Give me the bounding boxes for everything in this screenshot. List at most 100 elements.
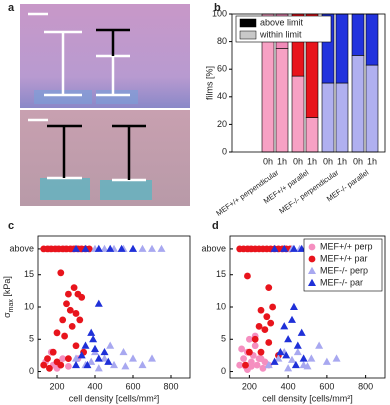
x-tick-label: 800 [163, 381, 178, 391]
point [119, 347, 128, 356]
point [65, 355, 72, 363]
point [57, 269, 65, 277]
point [91, 344, 99, 352]
point [245, 348, 253, 356]
point [81, 244, 90, 252]
bar-segment [365, 13, 379, 66]
point [255, 322, 263, 330]
point [81, 341, 90, 349]
legend-box [303, 238, 383, 292]
bar-segment [305, 117, 319, 153]
point [100, 347, 109, 356]
point [276, 347, 285, 356]
point [94, 299, 103, 307]
point [303, 362, 312, 370]
x-tick-label: 600 [319, 381, 334, 391]
point [72, 310, 80, 317]
x-tick-label: 1h [307, 156, 317, 166]
point [87, 328, 96, 336]
point [308, 243, 316, 251]
point [288, 355, 296, 363]
point [299, 354, 308, 362]
point [257, 306, 265, 314]
point [77, 351, 86, 359]
point [265, 339, 273, 346]
point [284, 335, 293, 343]
point [66, 306, 74, 314]
x-tick-label: 800 [358, 381, 373, 391]
y-tick-label: 0 [221, 366, 226, 376]
film [34, 90, 92, 104]
film [100, 180, 152, 200]
panel-label: d [212, 220, 219, 232]
point [49, 348, 57, 356]
point [148, 244, 156, 252]
point [59, 316, 67, 324]
point [293, 341, 302, 349]
film [40, 178, 90, 200]
point [280, 244, 289, 252]
y-axis-label: σmax [kPa] [2, 276, 15, 318]
y-tick-label: above [201, 243, 226, 253]
x-tick-label: 0h [323, 156, 333, 166]
point [72, 360, 80, 369]
point [236, 361, 244, 369]
point [121, 362, 130, 370]
point [247, 362, 255, 370]
x-tick-label: 0h [293, 156, 303, 166]
point [89, 335, 98, 343]
point [242, 361, 249, 369]
y-tick-label: 0 [222, 146, 227, 156]
point [61, 332, 68, 340]
y-tick-label: 15 [216, 269, 226, 279]
point [308, 278, 316, 286]
point [297, 328, 306, 336]
point [94, 244, 103, 252]
y-axis-label: films [%] [204, 66, 214, 100]
point [269, 303, 277, 311]
x-tick-label: 1h [277, 156, 287, 166]
bar-segment [365, 64, 379, 153]
point [59, 355, 67, 363]
panel-label: a [8, 2, 15, 14]
point [65, 290, 72, 298]
y-label-unit: [kPa] [2, 276, 12, 299]
bar-segment [351, 13, 365, 56]
y-tick-label: 80 [217, 36, 227, 46]
point [315, 341, 324, 349]
point [308, 255, 316, 263]
point [63, 300, 70, 308]
point [72, 342, 80, 350]
point [78, 293, 86, 301]
point [270, 357, 279, 365]
point [270, 244, 279, 252]
point [289, 244, 298, 252]
x-tick-label: 1h [367, 156, 377, 166]
legend-label: MEF-/- perp [320, 265, 368, 275]
point [308, 266, 316, 274]
point [72, 354, 80, 362]
bar-segment [351, 55, 365, 153]
point [106, 341, 115, 349]
point [94, 354, 103, 362]
point [291, 360, 300, 369]
point [138, 360, 147, 369]
y-tick-label: above [9, 243, 34, 253]
bar-segment [275, 48, 289, 153]
point [117, 244, 126, 252]
x-tick-label: 1h [337, 156, 347, 166]
y-tick-label: 60 [217, 64, 227, 74]
point [267, 319, 275, 327]
point [289, 302, 298, 310]
bar-segment [321, 82, 335, 153]
panel-label: c [8, 220, 14, 232]
point [46, 364, 53, 372]
point [157, 244, 166, 252]
bar-segment [335, 13, 349, 84]
markers [47, 28, 146, 180]
y-tick-label: 10 [216, 301, 226, 311]
point [259, 364, 267, 372]
x-tick-label: 200 [49, 381, 64, 391]
point [129, 354, 137, 362]
